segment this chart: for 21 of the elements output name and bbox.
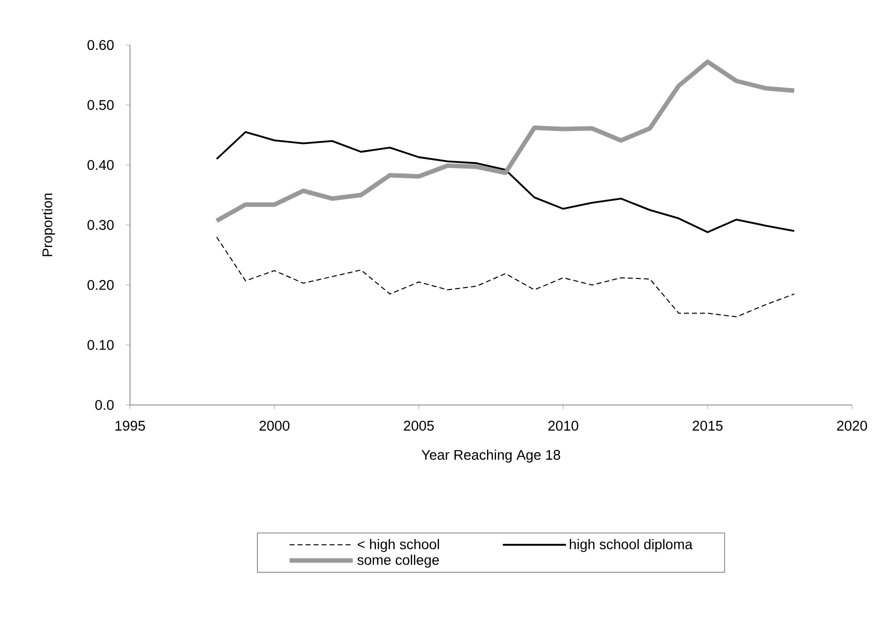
- x-axis-title: Year Reaching Age 18: [422, 450, 560, 463]
- line-series: [216, 131, 796, 234]
- x-tick-label: 2000: [260, 420, 290, 431]
- y-tick-label: 0.10: [88, 340, 114, 350]
- legend-label: some college: [357, 554, 439, 568]
- y-tick-label: 0.40: [88, 160, 114, 170]
- x-tick-label: 2015: [692, 420, 723, 431]
- x-tick-label: 2010: [548, 420, 578, 431]
- y-axis-title: Proportion: [42, 194, 56, 256]
- y-tick-label: 0.50: [88, 100, 114, 110]
- legend-label: high school diploma: [570, 538, 693, 552]
- y-tick-label: 0.30: [88, 220, 114, 230]
- x-tick-label: 2005: [404, 420, 434, 431]
- x-tick-label: 1995: [116, 420, 145, 431]
- y-tick-label: 0.20: [88, 280, 114, 290]
- legend-label: < high school: [358, 538, 439, 552]
- y-tick-label: 0.0: [95, 400, 114, 410]
- y-tick-label: 0.60: [88, 40, 114, 50]
- line-series: [216, 236, 795, 318]
- line-series: [214, 60, 796, 224]
- x-tick-label: 2020: [837, 420, 868, 431]
